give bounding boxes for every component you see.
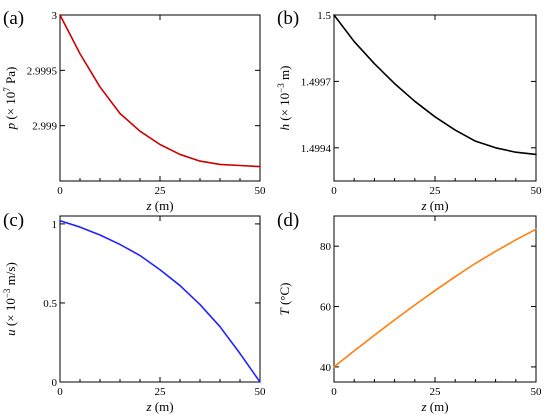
x-tick-label: 50	[531, 185, 543, 197]
y-axis-label: p (× 107 Pa)	[2, 67, 18, 131]
x-tick-label: 50	[531, 386, 543, 398]
x-tick-label: 25	[155, 185, 167, 197]
x-axis-label: z (m)	[420, 198, 448, 213]
plot-frame	[59, 215, 261, 383]
x-tick-label: 50	[255, 386, 267, 398]
x-tick-label: 50	[255, 185, 267, 197]
plot-frame	[333, 215, 537, 383]
y-tick-label: 0.5	[43, 298, 57, 310]
y-tick-label: 1.4997	[301, 76, 332, 88]
y-tick-label: 2.999	[32, 121, 57, 133]
panel-label: (c)	[3, 210, 24, 231]
panel-label: (d)	[277, 210, 299, 231]
series-line	[333, 14, 537, 156]
x-tick-label: 0	[331, 185, 337, 197]
panel-d: 0 25 50 40 60 80 (d) z (m) T (°C)	[277, 210, 542, 414]
series-line	[333, 228, 537, 368]
x-tick-label: 25	[430, 185, 442, 197]
y-axis-label: u (× 10−3 m/s)	[2, 262, 18, 336]
y-axis-label: h (× 10−3 m)	[276, 66, 292, 131]
plot-frame	[333, 14, 537, 182]
x-tick-label: 25	[430, 386, 442, 398]
y-tick-label: 3	[52, 10, 58, 22]
x-tick-label: 25	[155, 386, 167, 398]
y-tick-label: 2.9995	[27, 65, 58, 77]
panel-label: (b)	[277, 8, 299, 29]
y-tick-label: 1.4994	[301, 143, 332, 155]
y-tick-label: 1	[52, 219, 58, 231]
x-tick-label: 0	[57, 386, 63, 398]
y-tick-label: 80	[320, 241, 332, 253]
x-axis-label: z (m)	[145, 399, 173, 414]
panel-label: (a)	[3, 8, 24, 29]
y-axis-label: T (°C)	[277, 282, 292, 315]
y-tick-label: 1.5	[317, 10, 331, 22]
x-axis-label: z (m)	[420, 399, 448, 414]
panel-c: 0 25 50 0 0.5 1 (c) z (m) u (× 10−3 m/s)	[2, 210, 266, 414]
series-line	[59, 14, 261, 168]
y-tick-label: 40	[320, 362, 332, 374]
x-axis-label: z (m)	[145, 198, 173, 213]
plot-frame	[59, 14, 261, 182]
panel-b: 0 25 50 1.5 1.4997 1.4994 (b) z (m) h (× 10−3 m)	[276, 8, 542, 213]
x-tick-label: 0	[57, 185, 63, 197]
panel-a: 0 25 50 3 2.9995 2.999 (a) z (m) p (× 107 Pa)	[2, 8, 266, 213]
y-tick-label: 60	[320, 302, 332, 314]
x-tick-label: 0	[331, 386, 337, 398]
y-tick-label: 0	[52, 377, 58, 389]
series-line	[59, 219, 261, 383]
